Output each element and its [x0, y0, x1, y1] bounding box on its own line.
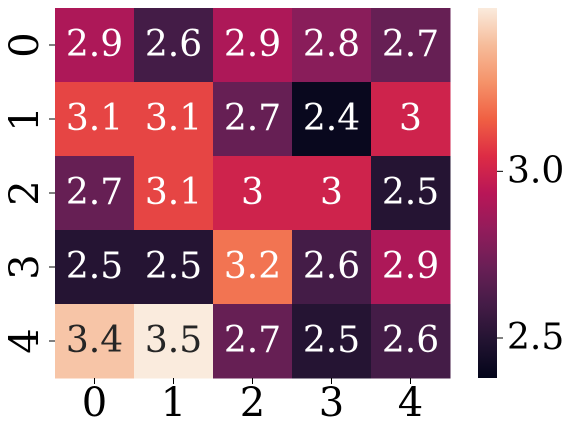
heatmap-cell [55, 304, 135, 379]
y-tick-label: 1 [2, 106, 48, 131]
y-tick-label: 0 [2, 32, 48, 57]
heatmap-cell [371, 82, 451, 157]
x-tick-label: 3 [319, 380, 344, 426]
heatmap-cell [134, 82, 214, 157]
heatmap-cell [292, 230, 372, 305]
colorbar [478, 8, 497, 378]
y-tick-label: 3 [2, 254, 48, 279]
x-tick-label: 2 [240, 380, 265, 426]
heatmap-cell [213, 82, 293, 157]
heatmap-cell [371, 230, 451, 305]
cell-label: 3 [241, 172, 264, 213]
heatmap-cell [213, 156, 293, 231]
heatmap-cell [371, 304, 451, 379]
heatmap-cell [371, 156, 451, 231]
cell-label: 2.6 [382, 320, 439, 361]
heatmap-cell [292, 8, 372, 83]
heatmap-cell [292, 156, 372, 231]
heatmap-cell [134, 304, 214, 379]
heatmap-cell [55, 230, 135, 305]
cell-label: 3.1 [145, 98, 202, 139]
cell-label: 2.6 [145, 24, 202, 65]
colorbar-tick-label: 2.5 [507, 317, 564, 358]
y-tick-label: 4 [2, 328, 48, 353]
cell-label: 2.9 [224, 24, 281, 65]
cell-label: 2.7 [224, 98, 281, 139]
heatmap-cell [292, 82, 372, 157]
heatmap-cell [134, 156, 214, 231]
cell-label: 3.2 [224, 246, 281, 287]
x-tick-label: 0 [82, 380, 107, 426]
cell-label: 3.4 [66, 320, 123, 361]
x-tick-label: 1 [161, 380, 186, 426]
heatmap-cell [55, 8, 135, 83]
heatmap-cell [292, 304, 372, 379]
cell-label: 3.5 [145, 320, 202, 361]
cell-label: 2.5 [382, 172, 439, 213]
cell-label: 2.7 [224, 320, 281, 361]
cell-label: 2.9 [66, 24, 123, 65]
x-tick-label: 4 [398, 380, 423, 426]
cell-label: 3 [399, 98, 422, 139]
cell-label: 2.5 [66, 246, 123, 287]
cell-label: 2.5 [303, 320, 360, 361]
heatmap-cell [213, 8, 293, 83]
cell-label: 2.6 [303, 246, 360, 287]
heatmap-cell [55, 156, 135, 231]
cell-label: 2.9 [382, 246, 439, 287]
heatmap-cell [213, 304, 293, 379]
heatmap-cell [134, 230, 214, 305]
cell-label: 2.8 [303, 24, 360, 65]
cell-label: 3.1 [66, 98, 123, 139]
heatmap-cell [55, 82, 135, 157]
cell-label: 3 [320, 172, 343, 213]
cell-label: 2.4 [303, 98, 360, 139]
cell-label: 3.1 [145, 172, 202, 213]
heatmap-cell [213, 230, 293, 305]
heatmap-cell [371, 8, 451, 83]
y-tick-label: 2 [2, 180, 48, 205]
cell-label: 2.7 [382, 24, 439, 65]
colorbar-tick-label: 3.0 [507, 150, 564, 191]
cell-label: 2.7 [66, 172, 123, 213]
heatmap-cell [134, 8, 214, 83]
cell-label: 2.5 [145, 246, 202, 287]
